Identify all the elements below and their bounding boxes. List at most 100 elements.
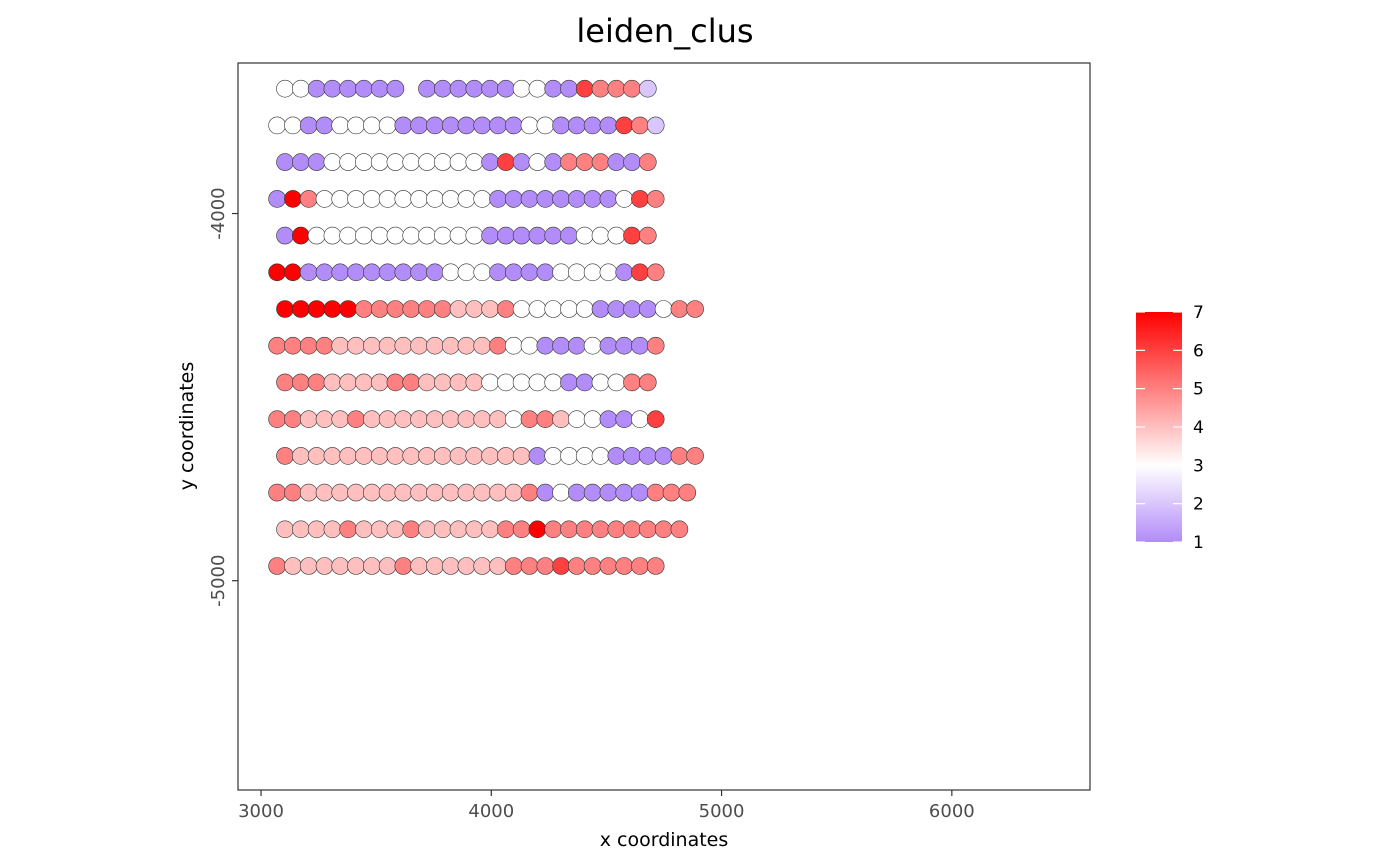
data-point	[307, 153, 326, 171]
colorbar-label: 7	[1193, 303, 1204, 323]
data-point	[465, 226, 484, 245]
data-point	[638, 226, 657, 245]
data-point	[441, 190, 460, 208]
data-point	[410, 410, 428, 429]
data-point	[449, 447, 468, 465]
data-point	[544, 300, 563, 318]
data-point	[536, 116, 555, 135]
data-point	[315, 483, 334, 502]
data-point	[284, 116, 302, 135]
data-point	[291, 520, 310, 539]
data-point	[504, 557, 523, 575]
data-point	[449, 226, 468, 245]
data-point	[465, 153, 484, 171]
data-point	[607, 300, 626, 318]
data-point	[378, 336, 397, 355]
data-point	[520, 116, 539, 135]
data-point	[591, 447, 610, 465]
data-point	[449, 79, 468, 98]
data-point	[315, 557, 334, 575]
data-point	[623, 79, 641, 98]
data-point	[607, 226, 626, 245]
data-point	[268, 263, 286, 282]
data-point	[410, 190, 428, 208]
data-point	[370, 300, 389, 318]
data-point	[473, 190, 492, 208]
data-point	[544, 153, 563, 171]
data-point	[544, 226, 563, 245]
data-point	[347, 483, 365, 502]
data-point	[520, 336, 539, 355]
colorbar-label: 5	[1193, 380, 1204, 400]
data-point	[284, 190, 302, 208]
data-point	[268, 483, 286, 502]
data-point	[465, 520, 484, 539]
data-point	[560, 300, 578, 318]
data-point	[331, 336, 350, 355]
data-point	[362, 190, 381, 208]
data-point	[567, 190, 586, 208]
data-point	[394, 410, 413, 429]
data-point	[528, 79, 547, 98]
data-point	[575, 447, 594, 465]
data-point	[489, 557, 507, 575]
data-point	[552, 336, 570, 355]
y-axis-title: y coordinates	[176, 362, 198, 491]
data-point	[567, 410, 586, 429]
data-point	[536, 410, 555, 429]
data-point	[426, 190, 444, 208]
data-point	[291, 79, 310, 98]
data-point	[560, 447, 578, 465]
data-point	[646, 336, 665, 355]
data-point	[299, 557, 318, 575]
data-point	[441, 483, 460, 502]
data-point	[339, 300, 357, 318]
data-point	[284, 263, 302, 282]
data-point	[615, 190, 634, 208]
colorbar-label: 1	[1193, 533, 1204, 553]
data-point	[520, 190, 539, 208]
data-point	[291, 373, 310, 392]
data-point	[623, 153, 641, 171]
data-point	[402, 373, 421, 392]
data-point	[536, 263, 555, 282]
data-point	[276, 447, 294, 465]
data-point	[457, 557, 476, 575]
data-point	[615, 116, 634, 135]
data-point	[449, 153, 468, 171]
data-point	[323, 226, 342, 245]
data-point	[355, 373, 373, 392]
data-point	[323, 447, 342, 465]
data-point	[307, 300, 326, 318]
data-point	[402, 153, 421, 171]
data-point	[465, 300, 484, 318]
data-point	[489, 410, 507, 429]
colorbar-label: 2	[1193, 495, 1204, 515]
data-point	[457, 336, 476, 355]
data-point	[307, 79, 326, 98]
data-point	[386, 520, 405, 539]
data-point	[473, 336, 492, 355]
data-point	[339, 520, 357, 539]
data-point	[473, 483, 492, 502]
y-tick-label: -5000	[208, 555, 229, 607]
data-point	[599, 483, 618, 502]
data-point	[331, 116, 350, 135]
data-point	[355, 79, 373, 98]
data-point	[284, 410, 302, 429]
data-point	[575, 373, 594, 392]
data-point	[623, 447, 641, 465]
data-point	[489, 116, 507, 135]
data-point	[599, 410, 618, 429]
data-point	[599, 557, 618, 575]
data-point	[394, 190, 413, 208]
data-point	[386, 79, 405, 98]
data-point	[276, 373, 294, 392]
data-point	[497, 447, 515, 465]
data-point	[457, 263, 476, 282]
data-point	[402, 300, 421, 318]
data-point	[615, 263, 634, 282]
data-point	[552, 410, 570, 429]
data-point	[347, 336, 365, 355]
